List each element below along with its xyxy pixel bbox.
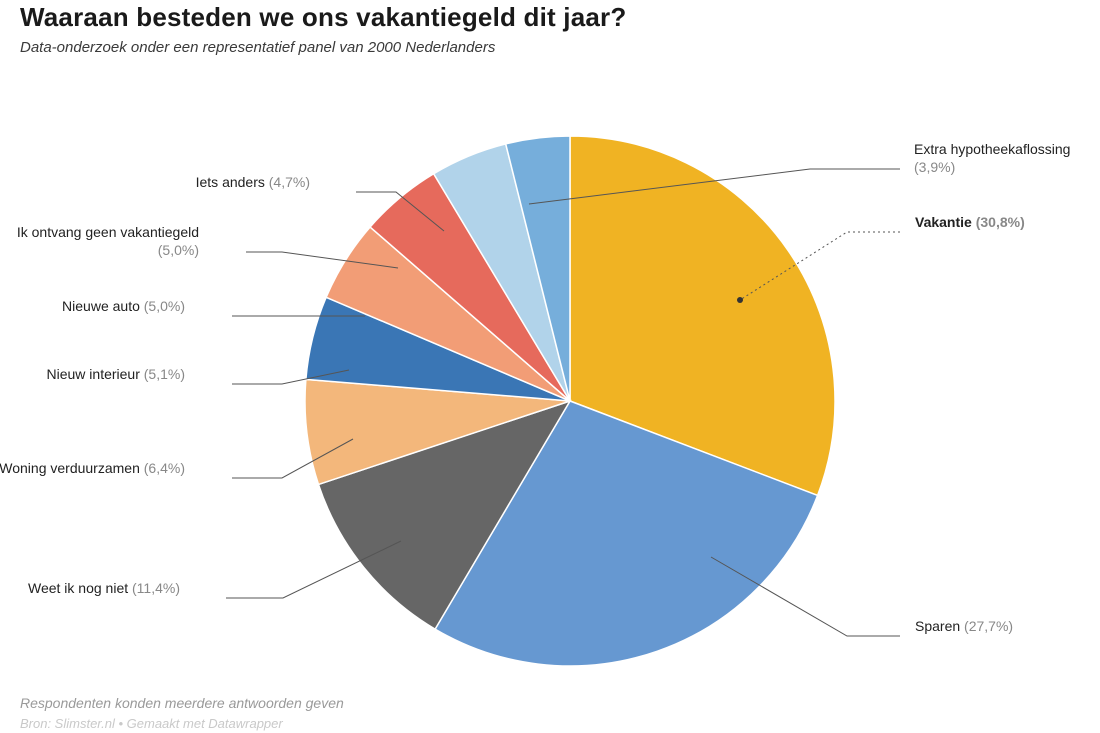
chart-footnote: Respondenten konden meerdere antwoorden … (20, 695, 344, 711)
slice-label: Extra hypotheekaflossing(3,9%) (914, 141, 1070, 176)
slice-label: Ik ontvang geen vakantiegeld(5,0%) (17, 224, 199, 259)
slice-label: Nieuw interieur (5,1%) (47, 366, 186, 384)
leader-dot (737, 297, 743, 303)
slice-label: Weet ik nog niet (11,4%) (28, 580, 180, 598)
slice-label: Woning verduurzamen (6,4%) (0, 460, 185, 478)
slice-label: Iets anders (4,7%) (196, 174, 310, 192)
chart-title: Waaraan besteden we ons vakantiegeld dit… (20, 0, 1080, 33)
slice-label: Vakantie (30,8%) (915, 214, 1025, 232)
chart-credit: Bron: Slimster.nl • Gemaakt met Datawrap… (20, 716, 283, 731)
slice-label: Nieuwe auto (5,0%) (62, 298, 185, 316)
chart-subtitle: Data-onderzoek onder een representatief … (20, 39, 1080, 56)
slice-label: Sparen (27,7%) (915, 618, 1013, 636)
pie-chart: Vakantie (30,8%) Sparen (27,7%) Weet ik no… (20, 56, 1080, 676)
